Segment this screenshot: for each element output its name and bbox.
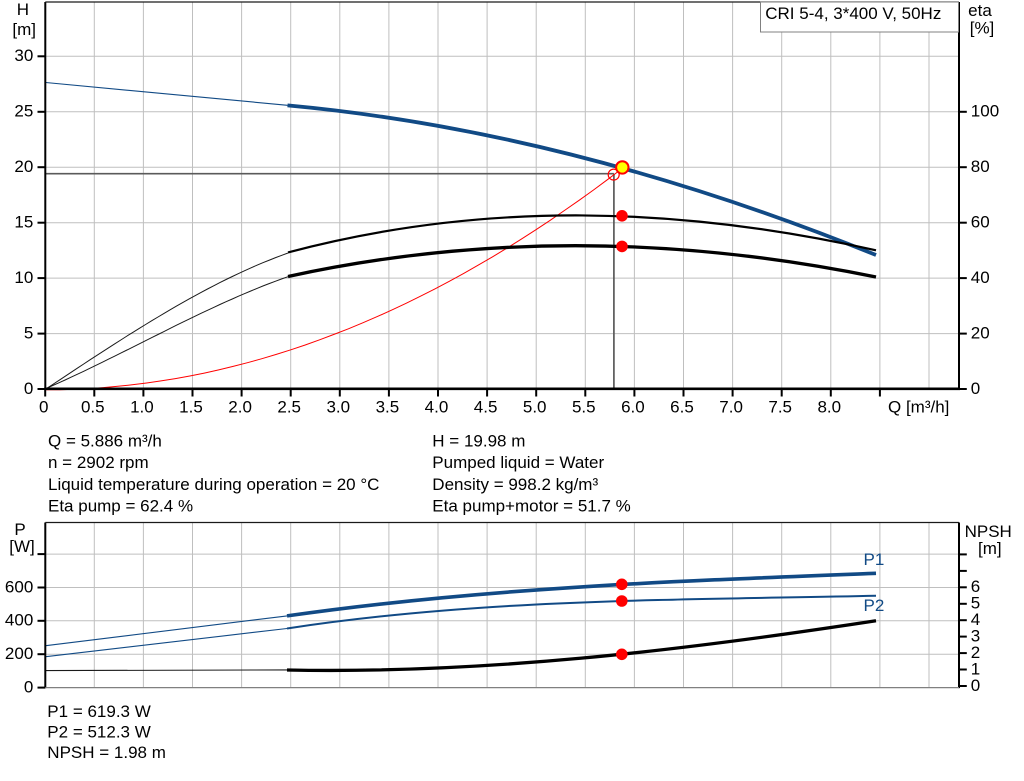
svg-text:400: 400 [5,611,33,630]
svg-text:Liquid temperature during oper: Liquid temperature during operation = 20… [48,475,379,494]
svg-text:Density = 998.2 kg/m³: Density = 998.2 kg/m³ [432,475,598,494]
svg-text:0: 0 [24,677,33,696]
svg-text:100: 100 [971,102,999,121]
svg-text:0: 0 [971,379,980,398]
svg-text:n = 2902 rpm: n = 2902 rpm [48,453,149,472]
svg-text:80: 80 [971,157,990,176]
svg-text:H: H [17,0,29,19]
svg-text:Q [m³/h]: Q [m³/h] [888,397,949,416]
svg-text:2: 2 [971,643,980,662]
svg-text:Eta pump = 62.4 %: Eta pump = 62.4 % [48,497,193,516]
svg-text:2.0: 2.0 [228,397,252,416]
svg-text:P2 = 512.3 W: P2 = 512.3 W [47,722,150,741]
svg-text:Pumped liquid = Water: Pumped liquid = Water [432,453,604,472]
svg-text:6: 6 [971,577,980,596]
svg-text:0.5: 0.5 [81,397,105,416]
svg-text:25: 25 [14,102,33,121]
svg-text:P1 = 619.3 W: P1 = 619.3 W [47,702,150,721]
svg-text:200: 200 [5,644,33,663]
svg-text:40: 40 [971,268,990,287]
svg-text:P1: P1 [864,550,885,569]
svg-text:3: 3 [971,626,980,645]
svg-text:1: 1 [971,659,980,678]
svg-text:[m]: [m] [978,539,1002,558]
svg-text:6.5: 6.5 [670,397,694,416]
svg-text:[%]: [%] [970,19,995,38]
svg-text:1.0: 1.0 [130,397,154,416]
svg-text:[m]: [m] [12,20,36,39]
svg-text:H = 19.98 m: H = 19.98 m [432,431,525,450]
svg-text:8.0: 8.0 [817,397,841,416]
svg-text:30: 30 [14,46,33,65]
svg-text:P2: P2 [864,596,885,615]
svg-text:15: 15 [14,213,33,232]
svg-text:4: 4 [971,610,980,629]
svg-text:Q = 5.886 m³/h: Q = 5.886 m³/h [48,431,162,450]
svg-text:NPSH = 1.98 m: NPSH = 1.98 m [47,743,166,762]
svg-text:60: 60 [971,213,990,232]
svg-text:0: 0 [971,676,980,695]
svg-text:0: 0 [24,379,33,398]
svg-text:2.5: 2.5 [277,397,301,416]
svg-text:6.0: 6.0 [621,397,645,416]
svg-text:5: 5 [971,594,980,613]
svg-text:4.5: 4.5 [474,397,498,416]
svg-text:20: 20 [14,157,33,176]
svg-text:0: 0 [39,397,48,416]
svg-text:[W]: [W] [9,537,35,556]
svg-text:600: 600 [5,577,33,596]
svg-text:P: P [14,520,25,539]
svg-text:Eta pump+motor = 51.7 %: Eta pump+motor = 51.7 % [432,497,630,516]
svg-text:eta: eta [968,1,992,20]
svg-text:7.5: 7.5 [768,397,792,416]
svg-text:3.5: 3.5 [376,397,400,416]
svg-text:20: 20 [971,323,990,342]
svg-text:10: 10 [14,268,33,287]
svg-text:5: 5 [24,323,33,342]
svg-text:4.0: 4.0 [425,397,449,416]
svg-text:5.5: 5.5 [572,397,596,416]
svg-text:CRI 5-4, 3*400 V, 50Hz: CRI 5-4, 3*400 V, 50Hz [765,4,941,23]
svg-text:1.5: 1.5 [179,397,203,416]
svg-text:5.0: 5.0 [523,397,547,416]
svg-text:7.0: 7.0 [719,397,743,416]
svg-text:3.0: 3.0 [326,397,350,416]
svg-text:NPSH: NPSH [965,522,1012,541]
